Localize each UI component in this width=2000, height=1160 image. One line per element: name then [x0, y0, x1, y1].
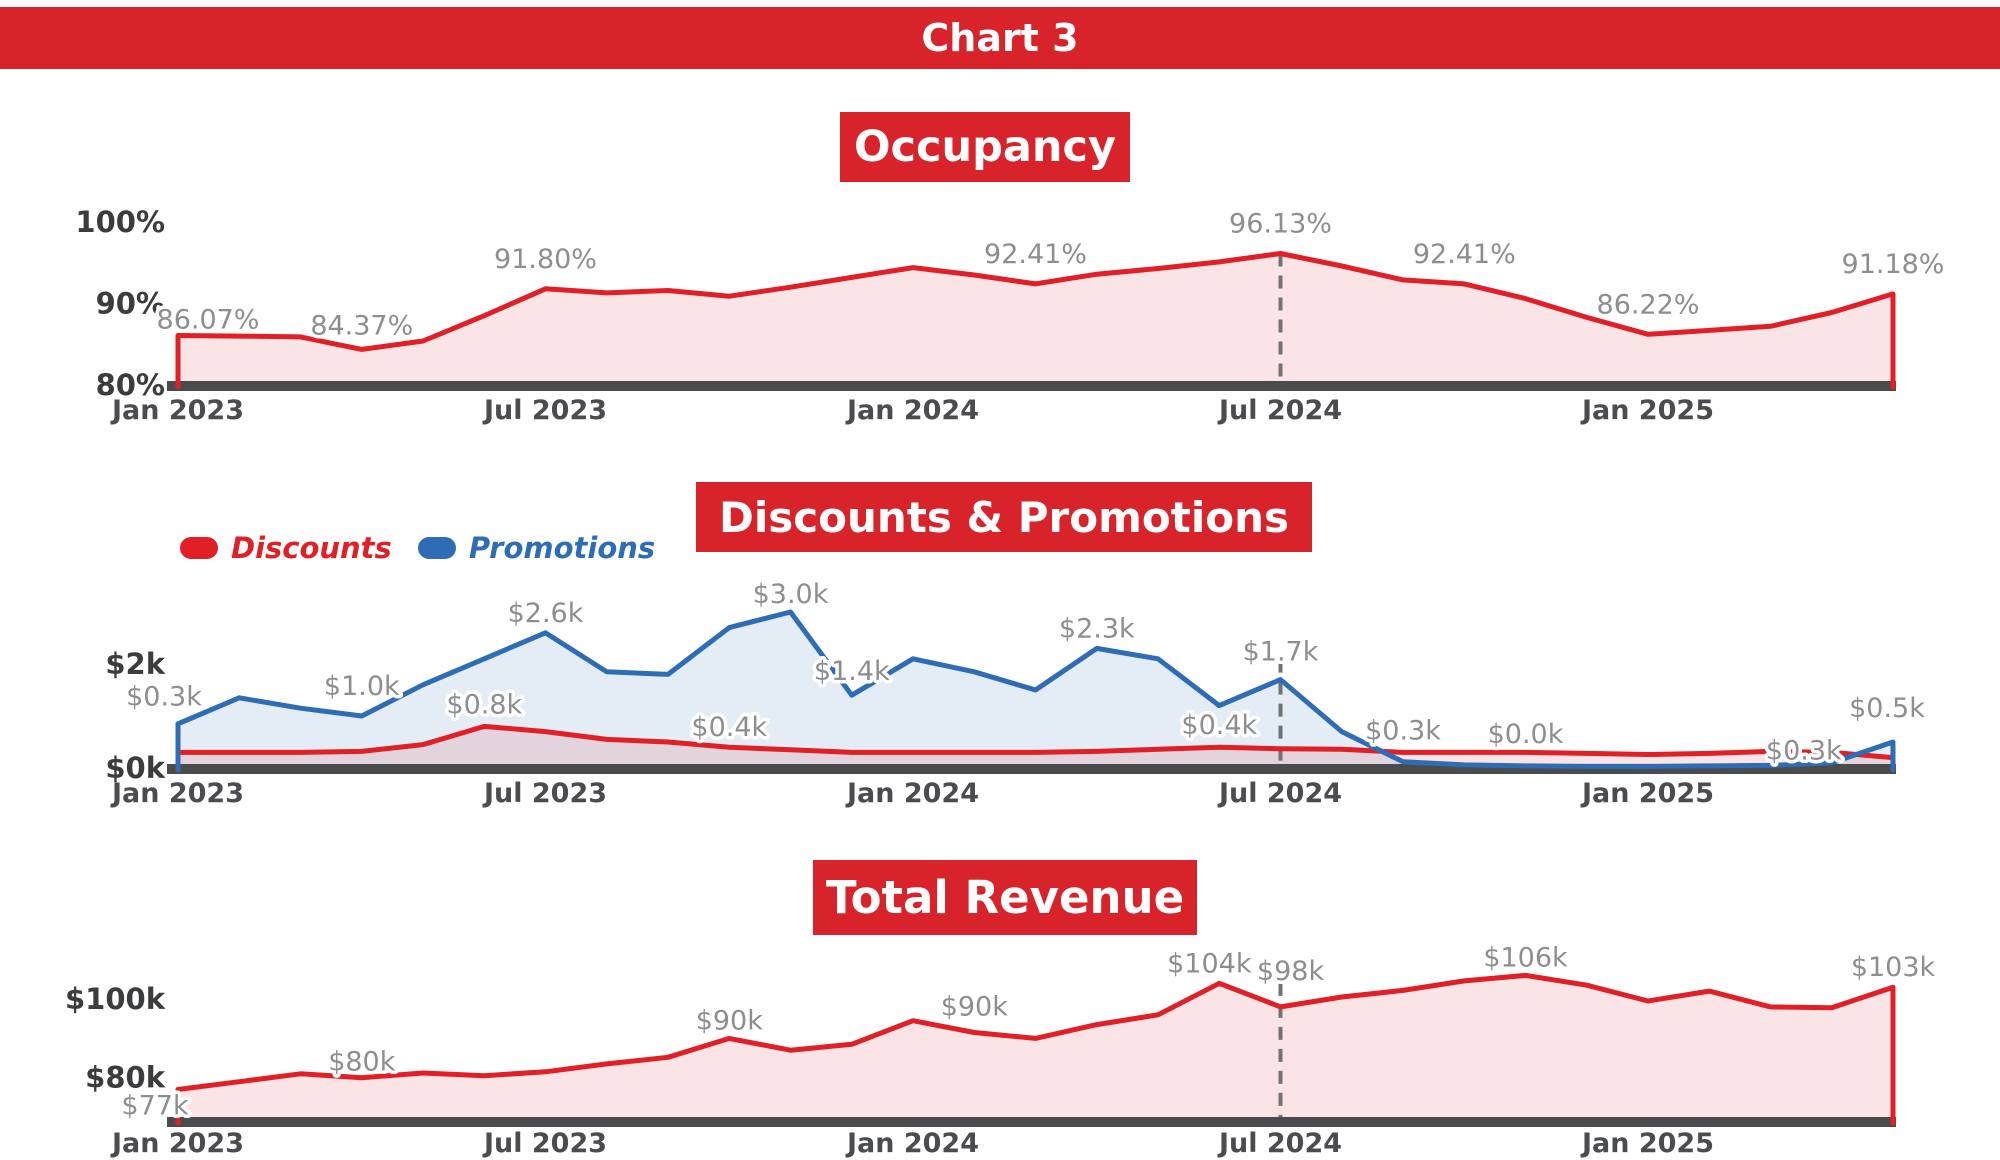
- occupancy-line: [175, 251, 1896, 390]
- y-axis-label: $0k: [105, 751, 165, 785]
- chart-title-total-revenue: Total Revenue: [813, 860, 1197, 935]
- data-point-label: 84.37%: [310, 310, 413, 341]
- data-point-label: 96.13%: [1229, 209, 1332, 240]
- x-axis-label: Jan 2025: [1580, 778, 1714, 809]
- data-point-label: $0.5k: [1849, 693, 1925, 724]
- x-axis-baseline: [167, 381, 1896, 391]
- x-axis-label: Jan 2024: [845, 778, 979, 809]
- data-point-label: $90k: [941, 992, 1009, 1023]
- data-point-label: $2.6k: [508, 598, 584, 629]
- x-axis-label: Jan 2023: [110, 778, 244, 809]
- data-point-label: $2.3k: [1059, 613, 1135, 644]
- y-axis-label: 90%: [96, 287, 165, 321]
- data-point-label: 86.22%: [1597, 289, 1700, 320]
- chart-total-revenue: $100k $80k Jan 2023 Jul 2023 Jan 2024 Jul 202…: [65, 939, 1939, 1159]
- x-axis-label: Jan 2025: [1580, 395, 1714, 426]
- header-banner: Chart 3: [0, 7, 2000, 69]
- x-axis-label: Jan 2024: [845, 395, 979, 426]
- y-axis-label: $100k: [65, 982, 166, 1016]
- y-axis-label: 100%: [75, 205, 165, 239]
- y-axis-label: $2k: [105, 647, 165, 681]
- discounts-area: [178, 726, 1893, 768]
- data-point-label: $98k: [1257, 956, 1325, 987]
- data-point-label: $90k: [696, 1005, 764, 1036]
- chart-occupancy: 100% 90% 80%Jan 2023 Jul 2023 Jan 2024 Jul 20…: [75, 205, 1948, 426]
- data-point-label: $0.3k: [126, 681, 202, 712]
- discounts-line: [175, 723, 1896, 773]
- x-axis-label: Jul 2023: [482, 1128, 607, 1159]
- page-title: Chart 3: [921, 16, 1079, 60]
- x-axis-baseline: [167, 1117, 1896, 1127]
- x-axis-label: Jul 2024: [1217, 395, 1342, 426]
- x-axis-label: Jul 2024: [1217, 1128, 1342, 1159]
- x-axis-baseline: [167, 764, 1896, 774]
- data-point-label: 86.07%: [157, 305, 260, 336]
- x-axis-label: Jan 2023: [110, 1128, 244, 1159]
- data-point-label: $0.4k: [1181, 710, 1257, 741]
- total-revenue-line: [175, 972, 1896, 1126]
- data-point-label: $80k: [328, 1047, 396, 1078]
- data-point-label: $0.4k: [691, 712, 767, 743]
- chart-title-discounts-promotions-label: Discounts & Promotions: [719, 492, 1289, 542]
- x-axis-label: Jan 2024: [845, 1128, 979, 1159]
- data-point-label: $1.0k: [324, 671, 400, 702]
- data-point-label: $3.0k: [753, 579, 829, 610]
- legend-item-discounts: Discounts: [180, 531, 392, 565]
- x-axis-label: Jan 2023: [110, 395, 244, 426]
- chart-title-discounts-promotions: Discounts & Promotions: [696, 482, 1312, 552]
- data-point-label: 91.80%: [494, 244, 597, 275]
- data-point-label: $0.8k: [446, 689, 522, 720]
- y-axis-label: $80k: [85, 1061, 166, 1095]
- x-axis-label: Jul 2023: [482, 778, 607, 809]
- data-point-label: 92.41%: [984, 239, 1087, 270]
- promotions-swatch-icon: [417, 537, 456, 559]
- x-axis-label: Jan 2025: [1580, 1128, 1714, 1159]
- chart-title-occupancy: Occupancy: [840, 112, 1130, 182]
- total-revenue-area: [178, 975, 1893, 1121]
- discounts-swatch-icon: [180, 537, 218, 559]
- legend-label-discounts: Discounts: [231, 531, 392, 565]
- y-axis-label: 80%: [96, 368, 165, 402]
- data-point-label: $77k: [121, 1091, 189, 1122]
- chart-title-occupancy-label: Occupancy: [853, 122, 1117, 172]
- data-point-label: $0.0k: [1488, 719, 1564, 750]
- data-point-label: $1.4k: [814, 656, 890, 687]
- legend: Discounts Promotions: [180, 531, 655, 565]
- promotions-line: [175, 609, 1896, 773]
- chart-title-total-revenue-label: Total Revenue: [825, 871, 1185, 924]
- data-point-label: $0.3k: [1365, 715, 1441, 746]
- data-point-label: 92.41%: [1413, 239, 1516, 270]
- data-point-label: $0.3k: [1766, 735, 1842, 766]
- data-point-label: $1.7k: [1243, 637, 1319, 668]
- legend-label-promotions: Promotions: [468, 531, 656, 565]
- legend-item-promotions: Promotions: [417, 531, 656, 565]
- data-point-label: $103k: [1851, 952, 1936, 983]
- x-axis-label: Jul 2024: [1217, 778, 1342, 809]
- x-axis-label: Jul 2023: [482, 395, 607, 426]
- data-point-label: $104k: [1167, 948, 1252, 979]
- data-point-label: 91.18%: [1842, 249, 1945, 280]
- data-point-label: $106k: [1483, 942, 1568, 973]
